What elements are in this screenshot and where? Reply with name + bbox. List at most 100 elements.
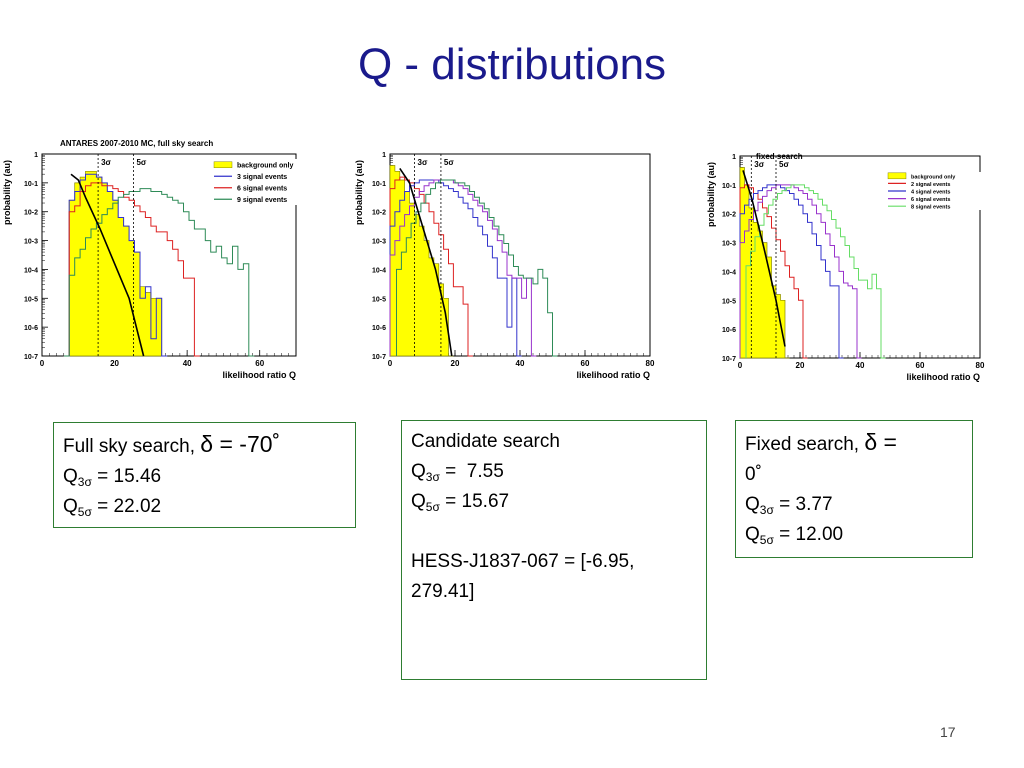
background-fit-line (742, 170, 786, 347)
y-tick-label: 10-3 (372, 239, 386, 246)
full-sky-q3: Q3σ = 15.46 (63, 462, 346, 492)
candidate-source: HESS-J1837-067 = [-6.95, 279.41] (411, 551, 635, 602)
q-symbol: Q (745, 524, 760, 545)
y-tick-label: 10-2 (722, 212, 736, 219)
q5-subscript: 5σ (759, 533, 774, 547)
legend-swatch (887, 172, 907, 180)
y-tick-label: 10-5 (24, 296, 38, 303)
legend-swatch (213, 161, 233, 168)
blank-line (411, 517, 697, 547)
x-tick-label: 20 (796, 361, 805, 370)
q-symbol: Q (63, 496, 78, 517)
legend-label: 3 signal events (237, 174, 287, 181)
y-tick-label: 10-1 (372, 181, 386, 188)
threshold-label: 5σ (136, 158, 146, 167)
y-tick-label: 10-2 (372, 210, 386, 217)
legend-label: 4 signal events (911, 190, 950, 196)
legend-label: 8 signal events (911, 205, 950, 211)
threshold-label: 3σ (754, 160, 764, 169)
q5-value: = 12.00 (773, 524, 844, 545)
y-tick-label: 10-5 (372, 296, 386, 303)
x-axis-label: likelihood ratio Q (576, 370, 650, 380)
full-sky-heading: Full sky search, δ = -70˚ (63, 429, 346, 462)
q5-subscript: 5σ (425, 500, 440, 514)
x-axis-label: likelihood ratio Q (906, 372, 980, 382)
x-tick-label: 80 (646, 359, 655, 368)
chart-fixed-svg: fixed search 10-7 10-6 10-5 10-4 10-3 10-2 10-1… (706, 152, 1000, 382)
x-tick-label: 20 (110, 359, 119, 368)
x-tick-label: 20 (451, 359, 460, 368)
fixed-delta-value: 0˚ (745, 464, 762, 485)
x-tick-label: 60 (916, 361, 925, 370)
y-tick-label: 10-7 (722, 356, 736, 363)
threshold-label: 5σ (444, 158, 454, 167)
series-4-signal-events-line (739, 184, 844, 359)
series-6-signal-events-line (739, 184, 862, 359)
x-tick-label: 0 (40, 359, 45, 368)
page-number: 17 (940, 724, 956, 740)
q3-subscript: 3σ (759, 503, 774, 517)
full-sky-q5: Q5σ = 22.02 (63, 492, 346, 522)
q3-value: = 7.55 (439, 461, 504, 482)
fixed-heading: Fixed search, δ = (745, 427, 963, 460)
x-axis-label: likelihood ratio Q (222, 370, 296, 380)
chart-title: fixed search (756, 152, 803, 161)
q-symbol: Q (411, 461, 426, 482)
chart-full-sky: ANTARES 2007-2010 MC, full sky search 10-… (0, 132, 348, 384)
y-axis-label: probability (au) (354, 160, 364, 225)
y-tick-label: 10-7 (372, 354, 386, 361)
threshold-label: 3σ (101, 158, 111, 167)
legend-label: 6 signal events (237, 185, 287, 192)
chart-fixed: fixed search 10-7 10-6 10-5 10-4 10-3 10-2 10-1… (704, 146, 1022, 384)
chart-title: ANTARES 2007-2010 MC, full sky search (60, 139, 213, 148)
x-tick-label: 40 (856, 361, 865, 370)
y-axis-label: probability (au) (2, 160, 12, 225)
candidate-heading: Candidate search (411, 431, 560, 452)
legend-label: background only (911, 174, 956, 180)
full-sky-label: Full sky search, (63, 436, 195, 457)
legend-label: 9 signal events (237, 197, 287, 204)
x-tick-label: 80 (976, 361, 985, 370)
y-tick-label: 10-6 (372, 325, 386, 332)
y-tick-label: 10-4 (372, 267, 386, 274)
q5-value: = 15.67 (439, 491, 510, 512)
chart-candidate: 10-7 10-6 10-5 10-4 10-3 10-2 10-1 1 0 20 40 60 80 li… (352, 132, 700, 384)
x-tick-label: 40 (183, 359, 192, 368)
q-symbol: Q (411, 491, 426, 512)
threshold-label: 3σ (418, 158, 428, 167)
series-9-signal-events-line (63, 188, 255, 357)
x-tick-label: 60 (581, 359, 590, 368)
series-6-signal-events-line (63, 182, 200, 357)
y-tick-label: 10-3 (722, 241, 736, 248)
legend-label: 2 signal events (911, 182, 950, 188)
series-signal-2-line (389, 179, 522, 357)
chart-candidate-svg: 10-7 10-6 10-5 10-4 10-3 10-2 10-1 1 0 20 40 60 80 li… (354, 152, 655, 380)
y-tick-label: 10-5 (722, 298, 736, 305)
fixed-box: Fixed search, δ = 0˚ Q3σ = 3.77 Q5σ = 12… (735, 420, 973, 558)
y-tick-label: 10-4 (24, 267, 38, 274)
q3-subscript: 3σ (425, 470, 440, 484)
x-tick-label: 60 (255, 359, 264, 368)
x-tick-label: 0 (388, 359, 393, 368)
q3-value: = 3.77 (773, 494, 833, 515)
y-tick-label: 10-3 (24, 239, 38, 246)
y-tick-label: 10-7 (24, 354, 38, 361)
threshold-label: 5σ (779, 160, 789, 169)
fixed-label: Fixed search, (745, 434, 860, 455)
y-tick-label: 10-4 (722, 269, 736, 276)
y-tick-label: 1 (732, 154, 736, 161)
series-8-signal-events-line (745, 184, 886, 359)
y-tick-label: 10-1 (24, 181, 38, 188)
y-tick-label: 1 (34, 152, 38, 159)
x-tick-label: 40 (516, 359, 525, 368)
candidate-q3: Q3σ = 7.55 (411, 457, 697, 487)
series-signal-4-line (396, 179, 558, 357)
legend-label: background only (237, 162, 294, 169)
q3-value: = 15.46 (91, 466, 162, 487)
series-signal-1-line (389, 176, 473, 357)
legend-label: 6 signal events (911, 197, 950, 203)
slide-title: Q - distributions (357, 40, 667, 89)
q-symbol: Q (63, 466, 78, 487)
y-tick-label: 10-6 (24, 325, 38, 332)
full-sky-box: Full sky search, δ = -70˚ Q3σ = 15.46 Q5… (53, 422, 356, 528)
